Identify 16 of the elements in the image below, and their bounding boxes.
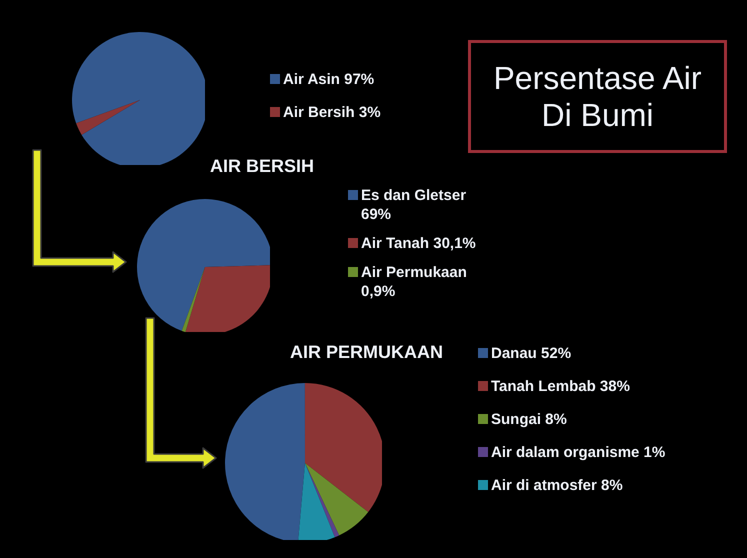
legend-label: Air Bersih 3% bbox=[283, 103, 381, 122]
legend-label: Es dan Gletser bbox=[361, 187, 466, 204]
title-frame: Persentase Air Di Bumi bbox=[468, 40, 727, 153]
legend-label: Air Asin 97% bbox=[283, 70, 374, 89]
data-label: 69% bbox=[361, 206, 392, 223]
legend-label: Air di atmosfer 8% bbox=[491, 476, 623, 495]
legend-label: Danau 52% bbox=[491, 344, 572, 363]
chart-title: AIR BERSIH bbox=[210, 156, 314, 177]
legend-label: Air Tanah 30,1% bbox=[361, 234, 476, 253]
legend-label: Tanah Lembab 38% bbox=[491, 377, 630, 396]
legend-label: Sungai 8% bbox=[491, 410, 567, 429]
data-label: 0,9% bbox=[361, 283, 396, 300]
legend-label: Air Permukaan bbox=[361, 264, 467, 281]
pie-slice bbox=[76, 100, 140, 135]
legend-label: Air dalam organisme 1% bbox=[491, 443, 666, 462]
chart-title: AIR PERMUKAAN bbox=[290, 342, 443, 363]
